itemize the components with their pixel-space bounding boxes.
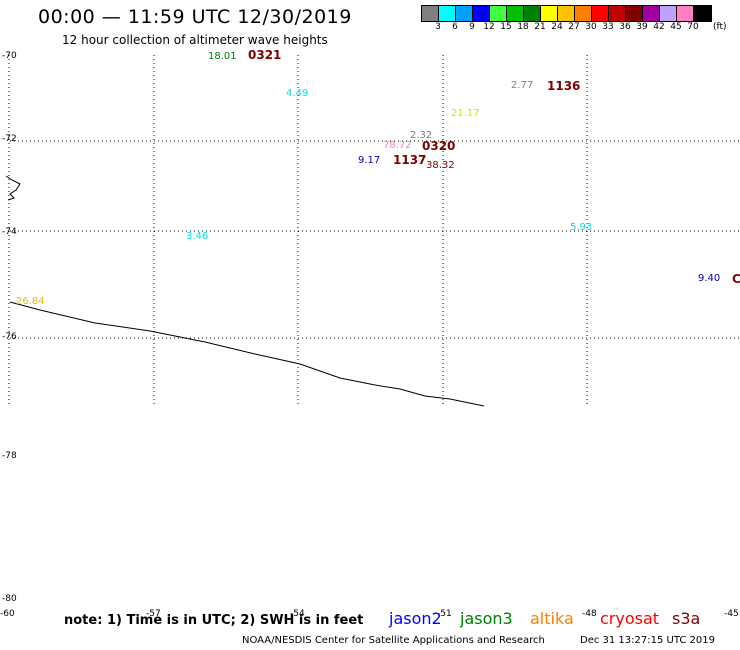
graticule bbox=[10, 55, 740, 405]
legend-swatch bbox=[524, 6, 541, 21]
island-coastline bbox=[5, 175, 21, 201]
legend-swatch bbox=[609, 6, 626, 21]
legend-label: 12 bbox=[483, 22, 495, 32]
pass-time: 0320 bbox=[422, 139, 456, 153]
legend-swatch bbox=[660, 6, 677, 21]
legend-label: 9 bbox=[469, 22, 475, 32]
legend-label: 36 bbox=[619, 22, 631, 32]
legend-label: 6 bbox=[452, 22, 458, 32]
generated-timestamp: Dec 31 13:27:15 UTC 2019 bbox=[580, 635, 715, 646]
lon-label: -54 bbox=[290, 609, 305, 619]
credit-line: NOAA/NESDIS Center for Satellite Applica… bbox=[242, 635, 545, 646]
satellite-label: altika bbox=[530, 609, 574, 628]
legend-label: 15 bbox=[500, 22, 512, 32]
lon-label: -51 bbox=[437, 609, 452, 619]
legend-label: 3 bbox=[435, 22, 441, 32]
legend-label: 42 bbox=[653, 22, 665, 32]
lat-label: -72 bbox=[2, 134, 17, 144]
satellite-label: jason2 bbox=[389, 609, 442, 628]
wave-height-value: 5.93 bbox=[570, 222, 593, 233]
lat-label: -80 bbox=[2, 594, 17, 604]
legend-swatch bbox=[592, 6, 609, 21]
wave-height-value: 78.72 bbox=[383, 140, 412, 151]
legend-swatch bbox=[490, 6, 507, 21]
lon-label: -48 bbox=[582, 609, 597, 619]
wave-height-value: 18.01 bbox=[208, 51, 237, 62]
legend-swatch bbox=[626, 6, 643, 21]
pass-time: 1137 bbox=[393, 153, 427, 167]
legend-swatch bbox=[677, 6, 694, 21]
legend-swatch bbox=[422, 6, 439, 21]
legend-label: 24 bbox=[551, 22, 563, 32]
legend-swatch bbox=[473, 6, 490, 21]
wave-height-value: 3.46 bbox=[186, 231, 209, 242]
lat-label: -76 bbox=[2, 332, 17, 342]
legend-label: 70 bbox=[687, 22, 699, 32]
legend-swatch bbox=[541, 6, 558, 21]
wave-height-value: 38.32 bbox=[426, 160, 455, 171]
wave-height-value: 2.77 bbox=[511, 80, 534, 91]
legend-swatch bbox=[439, 6, 456, 21]
legend-swatch bbox=[575, 6, 592, 21]
legend-label: 18 bbox=[517, 22, 529, 32]
color-legend bbox=[421, 5, 712, 22]
satellite-label: jason3 bbox=[460, 609, 513, 628]
legend-swatch bbox=[694, 6, 711, 21]
coastline-shelf bbox=[9, 301, 485, 407]
pass-time: 1136 bbox=[547, 79, 581, 93]
pass-time: 0321 bbox=[248, 48, 282, 62]
legend-unit: (ft) bbox=[713, 22, 727, 32]
legend-label: 30 bbox=[585, 22, 597, 32]
footer-note: note: 1) Time is in UTC; 2) SWH is in fe… bbox=[64, 613, 364, 628]
wave-height-value: 4.49 bbox=[286, 88, 309, 99]
lon-label: -45 bbox=[724, 609, 739, 619]
legend-label: 45 bbox=[670, 22, 682, 32]
lat-label: -70 bbox=[2, 51, 17, 61]
wave-height-value: 9.17 bbox=[358, 155, 381, 166]
wave-height-value: 21.17 bbox=[451, 108, 480, 119]
page-title: 00:00 — 11:59 UTC 12/30/2019 bbox=[38, 6, 352, 28]
pass-time: C bbox=[732, 272, 740, 286]
legend-label: 27 bbox=[568, 22, 580, 32]
wave-height-value: 9.40 bbox=[698, 273, 721, 284]
legend-label: 21 bbox=[534, 22, 546, 32]
legend-swatch bbox=[507, 6, 524, 21]
legend-swatch bbox=[643, 6, 660, 21]
wave-height-value: 26.84 bbox=[16, 296, 45, 307]
lat-label: -74 bbox=[2, 227, 17, 237]
page-subtitle: 12 hour collection of altimeter wave hei… bbox=[62, 33, 328, 47]
satellite-label: cryosat bbox=[600, 609, 660, 628]
legend-label: 33 bbox=[602, 22, 614, 32]
legend-label: 39 bbox=[636, 22, 648, 32]
wave-height-value: 2.32 bbox=[410, 130, 433, 141]
lon-label: -60 bbox=[0, 609, 15, 619]
satellite-label: s3a bbox=[672, 609, 701, 628]
lon-label: -57 bbox=[146, 609, 161, 619]
legend-swatch bbox=[558, 6, 575, 21]
legend-swatch bbox=[456, 6, 473, 21]
lat-label: -78 bbox=[2, 451, 17, 461]
